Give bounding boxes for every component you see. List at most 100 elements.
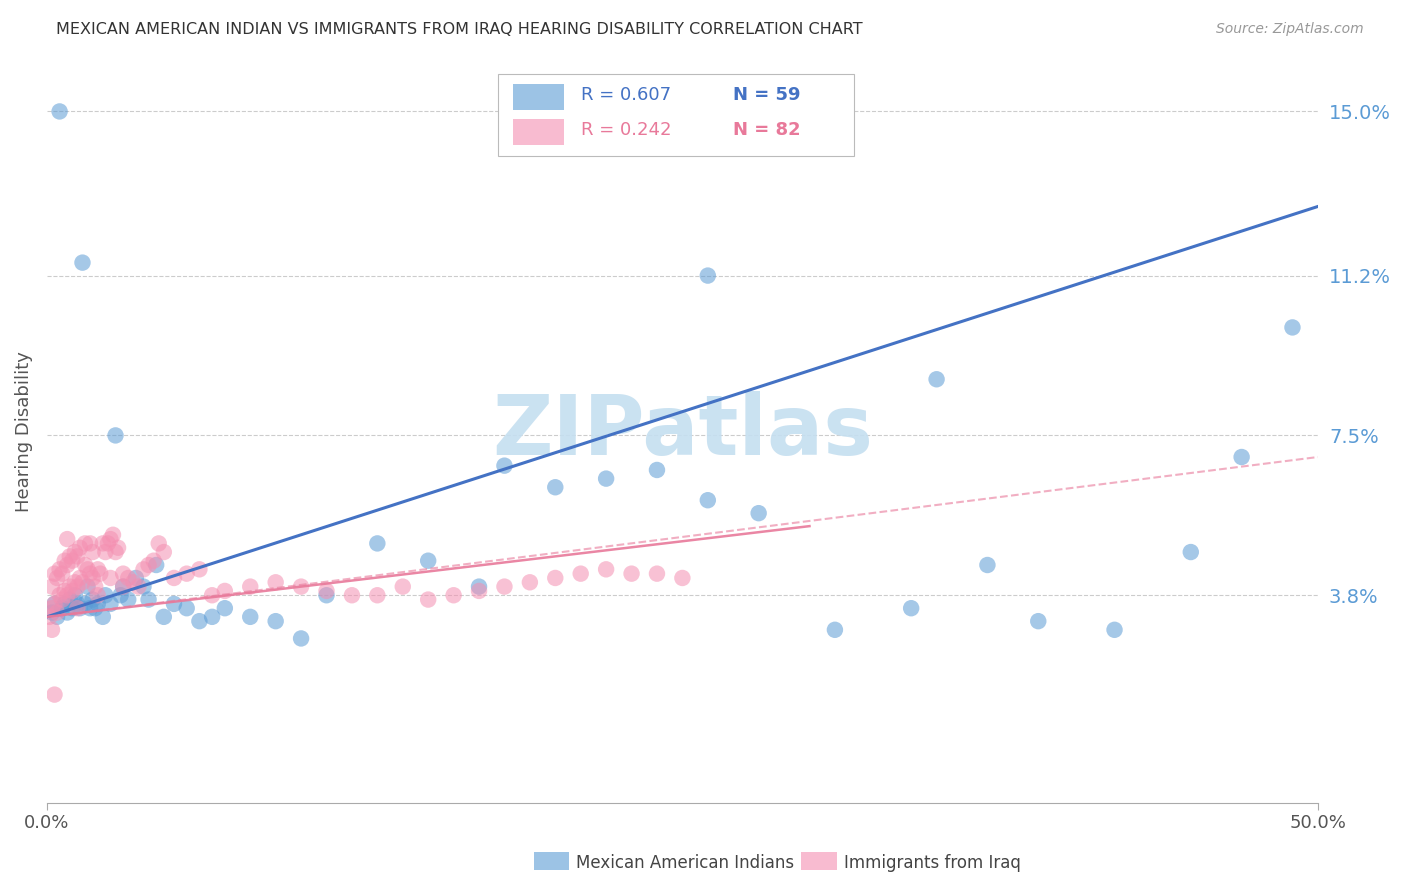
Point	[696, 268, 718, 283]
Text: Mexican American Indians: Mexican American Indians	[576, 854, 794, 871]
Point	[122, 575, 145, 590]
Point	[132, 562, 155, 576]
Point	[264, 614, 287, 628]
Point	[41, 601, 63, 615]
Point	[201, 610, 224, 624]
Point	[201, 588, 224, 602]
FancyBboxPatch shape	[513, 119, 564, 145]
Text: N = 59: N = 59	[733, 87, 801, 104]
Point	[132, 580, 155, 594]
Point	[89, 566, 111, 581]
Point	[110, 588, 132, 602]
Point	[468, 580, 491, 594]
Point	[46, 610, 69, 624]
Point	[418, 554, 440, 568]
Point	[38, 610, 60, 624]
Point	[48, 104, 70, 119]
Point	[264, 575, 287, 590]
Point	[100, 597, 122, 611]
Point	[51, 601, 73, 615]
Point	[82, 592, 104, 607]
Point	[468, 583, 491, 598]
Point	[696, 493, 718, 508]
Point	[117, 592, 139, 607]
Point	[48, 562, 70, 576]
Point	[73, 597, 96, 611]
Point	[494, 580, 516, 594]
Point	[73, 558, 96, 572]
Point	[69, 571, 91, 585]
Point	[569, 566, 592, 581]
Point	[340, 588, 363, 602]
Text: N = 82: N = 82	[733, 121, 801, 139]
Point	[595, 472, 617, 486]
Point	[138, 592, 160, 607]
Point	[100, 571, 122, 585]
Point	[163, 571, 186, 585]
FancyBboxPatch shape	[513, 84, 564, 110]
Point	[239, 610, 262, 624]
Point	[82, 545, 104, 559]
Point	[79, 566, 101, 581]
Point	[66, 601, 89, 615]
Point	[46, 606, 69, 620]
Point	[94, 545, 117, 559]
Point	[163, 597, 186, 611]
Point	[145, 558, 167, 572]
Point	[418, 592, 440, 607]
Point	[41, 580, 63, 594]
Point	[391, 580, 413, 594]
Point	[112, 580, 135, 594]
Point	[290, 580, 312, 594]
Point	[544, 571, 567, 585]
Point	[148, 536, 170, 550]
Point	[645, 463, 668, 477]
Point	[60, 583, 83, 598]
Point	[79, 601, 101, 615]
Point	[56, 532, 79, 546]
Point	[748, 506, 770, 520]
Point	[60, 601, 83, 615]
Point	[1180, 545, 1202, 559]
Point	[82, 571, 104, 585]
Point	[117, 571, 139, 585]
Point	[53, 597, 76, 611]
Point	[66, 549, 89, 564]
Point	[56, 588, 79, 602]
Point	[76, 562, 98, 576]
Text: R = 0.242: R = 0.242	[581, 121, 671, 139]
Point	[63, 575, 86, 590]
Point	[59, 580, 82, 594]
Point	[66, 580, 89, 594]
Point	[66, 597, 89, 611]
Point	[125, 571, 148, 585]
Point	[595, 562, 617, 576]
Point	[100, 532, 122, 546]
Point	[366, 536, 388, 550]
Point	[127, 580, 149, 594]
Point	[53, 554, 76, 568]
Text: ZIPatlas: ZIPatlas	[492, 391, 873, 472]
Point	[176, 566, 198, 581]
Point	[188, 562, 211, 576]
Point	[87, 562, 110, 576]
Point	[56, 606, 79, 620]
Text: R = 0.607: R = 0.607	[581, 87, 671, 104]
Point	[48, 588, 70, 602]
Point	[41, 606, 63, 620]
Point	[44, 566, 66, 581]
Point	[72, 575, 94, 590]
Point	[112, 566, 135, 581]
Point	[188, 614, 211, 628]
Point	[925, 372, 948, 386]
Point	[104, 545, 127, 559]
Point	[214, 601, 236, 615]
Point	[79, 536, 101, 550]
Y-axis label: Hearing Disability: Hearing Disability	[15, 351, 32, 511]
Point	[1026, 614, 1049, 628]
Point	[72, 255, 94, 269]
Point	[1230, 450, 1253, 464]
Point	[620, 566, 643, 581]
Point	[46, 571, 69, 585]
Point	[41, 623, 63, 637]
